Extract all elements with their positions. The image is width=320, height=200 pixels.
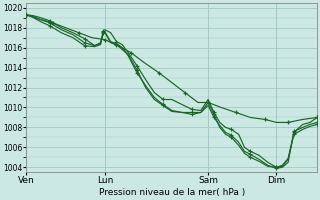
- X-axis label: Pression niveau de la mer( hPa ): Pression niveau de la mer( hPa ): [99, 188, 245, 197]
